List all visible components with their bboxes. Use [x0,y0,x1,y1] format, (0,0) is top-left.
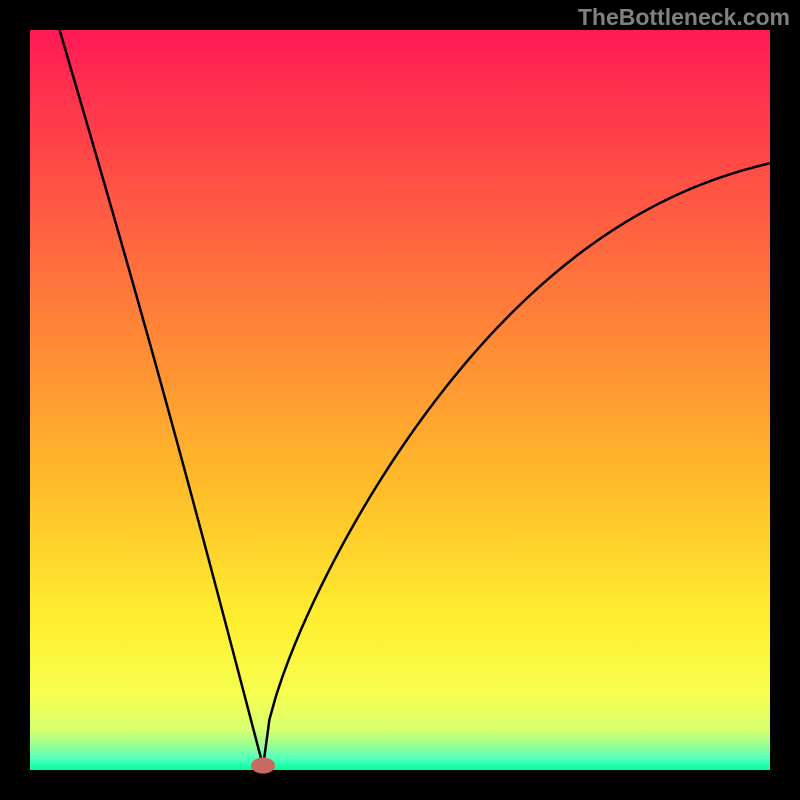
watermark-text: TheBottleneck.com [578,4,790,31]
minimum-marker [251,758,275,774]
bottleneck-chart [0,0,800,800]
plot-background [30,30,770,770]
chart-container: TheBottleneck.com [0,0,800,800]
